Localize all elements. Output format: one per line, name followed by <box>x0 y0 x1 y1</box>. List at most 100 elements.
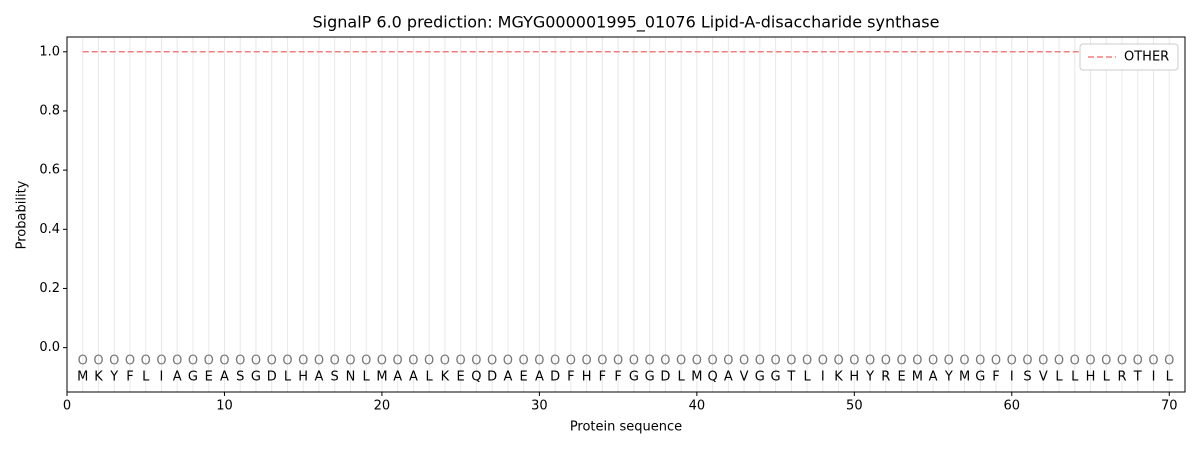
residue-label: M <box>912 370 923 385</box>
state-label: O <box>645 354 655 369</box>
x-tick-label: 0 <box>63 399 71 414</box>
state-label: O <box>786 354 796 369</box>
residue-label: A <box>929 370 938 385</box>
state-label: O <box>1038 354 1048 369</box>
residue-label: A <box>314 370 323 385</box>
y-tick-label: 0.2 <box>39 281 60 296</box>
residue-label: F <box>567 370 574 385</box>
residue-label: L <box>284 370 292 385</box>
state-label: O <box>1148 354 1158 369</box>
residue-label: T <box>1133 370 1142 385</box>
state-label: O <box>440 354 450 369</box>
residue-label: A <box>393 370 402 385</box>
state-label: O <box>393 354 403 369</box>
y-tick-label: 1.0 <box>39 44 60 59</box>
residue-label: G <box>629 370 639 385</box>
x-tick-label: 60 <box>1004 399 1021 414</box>
state-label: O <box>93 354 103 369</box>
state-label: O <box>1022 354 1032 369</box>
state-label: O <box>912 354 922 369</box>
residue-label: I <box>160 370 164 385</box>
y-tick-label: 0.6 <box>39 163 60 178</box>
state-label: O <box>503 354 513 369</box>
state-label: O <box>770 354 780 369</box>
residue-label: H <box>849 370 859 385</box>
residue-label: E <box>457 370 465 385</box>
residue-label: A <box>409 370 418 385</box>
y-axis-label: Probability <box>15 180 30 249</box>
residue-label: L <box>363 370 371 385</box>
state-label: O <box>881 354 891 369</box>
y-tick-label: 0.0 <box>39 340 60 355</box>
residue-label: R <box>1117 370 1126 385</box>
x-tick-label: 70 <box>1161 399 1178 414</box>
state-label: O <box>975 354 985 369</box>
state-label: O <box>408 354 418 369</box>
state-label: O <box>377 354 387 369</box>
residue-label: K <box>94 370 103 385</box>
residue-label: M <box>959 370 970 385</box>
state-label: O <box>629 354 639 369</box>
residue-label: L <box>1071 370 1079 385</box>
legend-label: OTHER <box>1124 50 1169 65</box>
state-label: O <box>487 354 497 369</box>
y-tick-label: 0.4 <box>39 222 60 237</box>
residue-label: L <box>142 370 150 385</box>
residue-label: F <box>599 370 606 385</box>
state-label: O <box>109 354 119 369</box>
residue-label: I <box>1010 370 1014 385</box>
state-label: O <box>424 354 434 369</box>
state-label: O <box>1007 354 1017 369</box>
state-label: O <box>471 354 481 369</box>
residue-label: G <box>771 370 781 385</box>
state-label: O <box>755 354 765 369</box>
state-label: O <box>314 354 324 369</box>
x-tick-label: 30 <box>531 399 548 414</box>
residue-label: A <box>535 370 544 385</box>
residue-label: D <box>267 370 277 385</box>
residue-label: L <box>1166 370 1174 385</box>
state-label: O <box>172 354 182 369</box>
residue-label: S <box>1023 370 1031 385</box>
state-label: O <box>361 354 371 369</box>
x-tick-label: 20 <box>374 399 391 414</box>
state-label: O <box>78 354 88 369</box>
residue-label: L <box>1055 370 1063 385</box>
residue-label: M <box>376 370 387 385</box>
state-label: O <box>267 354 277 369</box>
state-label: O <box>833 354 843 369</box>
state-label: O <box>141 354 151 369</box>
x-tick-label: 40 <box>689 399 706 414</box>
residue-label: M <box>691 370 702 385</box>
residue-label: I <box>821 370 825 385</box>
residue-label: D <box>487 370 497 385</box>
state-label: O <box>802 354 812 369</box>
state-label: O <box>896 354 906 369</box>
x-axis-label: Protein sequence <box>570 420 682 435</box>
state-label: O <box>865 354 875 369</box>
residue-label: L <box>803 370 811 385</box>
state-label: O <box>723 354 733 369</box>
state-label: O <box>566 354 576 369</box>
state-label: O <box>219 354 229 369</box>
state-label: O <box>456 354 466 369</box>
state-label: O <box>550 354 560 369</box>
residue-label: N <box>346 370 356 385</box>
residue-label: A <box>220 370 229 385</box>
state-label: O <box>991 354 1001 369</box>
residue-label: Q <box>707 370 717 385</box>
state-label: O <box>597 354 607 369</box>
state-label: O <box>188 354 198 369</box>
x-tick-label: 10 <box>216 399 233 414</box>
residue-label: M <box>77 370 88 385</box>
residue-label: L <box>677 370 685 385</box>
residue-label: E <box>205 370 213 385</box>
residue-label: V <box>1039 370 1048 385</box>
residue-label: L <box>1103 370 1111 385</box>
residue-label: S <box>331 370 339 385</box>
residue-label: G <box>645 370 655 385</box>
state-label: O <box>1070 354 1080 369</box>
state-label: O <box>251 354 261 369</box>
